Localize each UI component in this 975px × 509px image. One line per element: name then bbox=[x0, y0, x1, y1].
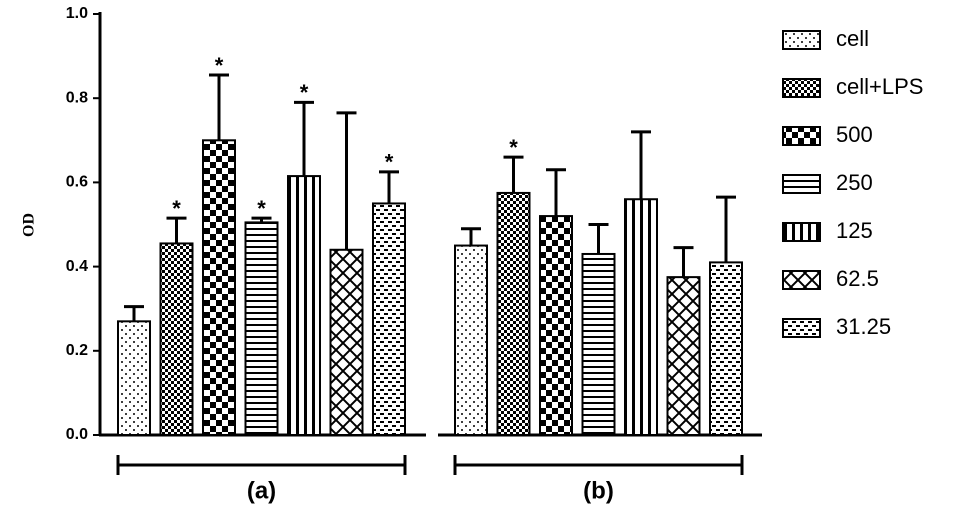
significance-mark: * bbox=[385, 150, 394, 175]
significance-mark: * bbox=[300, 80, 309, 105]
group-bracket bbox=[453, 455, 744, 475]
bar bbox=[329, 248, 364, 436]
significance-mark: * bbox=[257, 196, 266, 221]
bar bbox=[287, 175, 321, 437]
y-tick-label: 0.6 bbox=[66, 174, 88, 191]
significance-mark: * bbox=[215, 53, 224, 78]
y-tick-label: 0.4 bbox=[66, 258, 88, 275]
y-tick-label: 0.2 bbox=[66, 342, 88, 359]
legend-label: 125 bbox=[836, 218, 873, 243]
legend-label: 250 bbox=[836, 170, 873, 195]
group-label: (b) bbox=[583, 477, 614, 504]
bar bbox=[539, 215, 573, 436]
legend-swatch bbox=[782, 30, 821, 50]
axes bbox=[98, 12, 762, 437]
legend-label: 31.25 bbox=[836, 314, 891, 339]
significance-mark: * bbox=[172, 196, 181, 221]
significance-mark: * bbox=[509, 135, 518, 160]
legend-swatch bbox=[782, 174, 821, 194]
legend-swatch bbox=[782, 318, 821, 338]
bar bbox=[496, 191, 531, 436]
legend-swatch bbox=[782, 222, 821, 242]
bar bbox=[202, 139, 236, 437]
legend-swatch bbox=[782, 78, 821, 98]
y-tick-label: 0.0 bbox=[66, 426, 88, 443]
group-bracket bbox=[116, 455, 407, 475]
legend-swatch bbox=[782, 270, 821, 290]
bar bbox=[624, 198, 658, 436]
y-tick-label: 1.0 bbox=[66, 5, 88, 22]
y-tick-label: 0.8 bbox=[66, 89, 88, 106]
bar bbox=[709, 261, 743, 437]
group-label: (a) bbox=[247, 477, 276, 504]
legend-label: cell bbox=[836, 26, 869, 51]
bar bbox=[454, 244, 488, 436]
bar bbox=[117, 320, 151, 436]
bar bbox=[666, 276, 701, 436]
y-axis-label: OD bbox=[21, 213, 38, 237]
legend-label: 62.5 bbox=[836, 266, 879, 291]
legend-label: 500 bbox=[836, 122, 873, 147]
legend-swatch bbox=[782, 126, 821, 146]
bar bbox=[159, 242, 194, 436]
bar bbox=[581, 252, 616, 436]
legend-label: cell+LPS bbox=[836, 74, 923, 99]
bar bbox=[244, 221, 279, 436]
bar bbox=[372, 202, 406, 436]
